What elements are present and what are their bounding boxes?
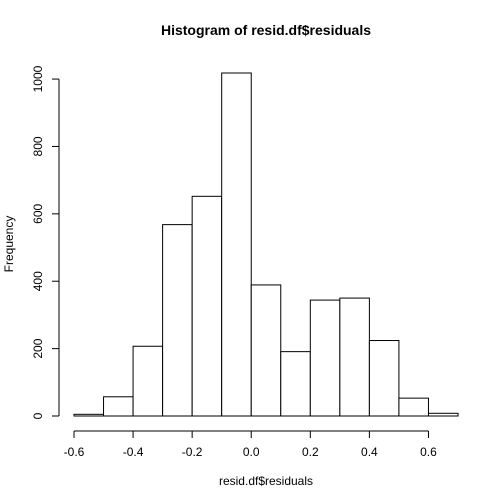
histogram-bar [398,397,429,417]
histogram-bar [339,297,370,417]
histogram-bar [103,396,134,417]
x-tick-label: -0.6 [64,445,85,459]
y-tick-label: 200 [31,338,45,358]
histogram-bar [368,340,400,417]
histogram-bar [280,351,311,417]
histogram-bar [250,284,282,417]
x-tick-label: 0.2 [302,445,319,459]
y-tick-label: 400 [31,271,45,291]
x-axis-label: resid.df$residuals [219,474,313,488]
x-tick-label: 0.0 [243,445,260,459]
x-tick-label: 0.4 [361,445,378,459]
x-axis: -0.6 -0.4 -0.2 0.0 0.2 0.4 0.6 [64,430,437,459]
histogram-bar [191,195,223,417]
y-axis-label: Frequency [2,216,16,273]
histogram-bar [132,345,164,417]
bars-group [73,72,459,417]
x-tick-label: -0.2 [182,445,203,459]
chart-title: Histogram of resid.df$residuals [161,22,371,38]
histogram-bar [309,299,341,417]
y-tick-label: 1000 [31,65,45,92]
y-axis: 0 200 400 600 800 1000 [31,65,60,419]
y-tick-label: 800 [31,136,45,156]
histogram-bar [73,413,105,417]
histogram-bar [162,224,193,417]
x-tick-label: -0.4 [123,445,144,459]
y-tick-label: 600 [31,204,45,224]
histogram-bar [221,72,252,417]
histogram-bar [427,412,459,417]
y-tick-label: 0 [31,412,45,419]
x-tick-label: 0.6 [420,445,437,459]
